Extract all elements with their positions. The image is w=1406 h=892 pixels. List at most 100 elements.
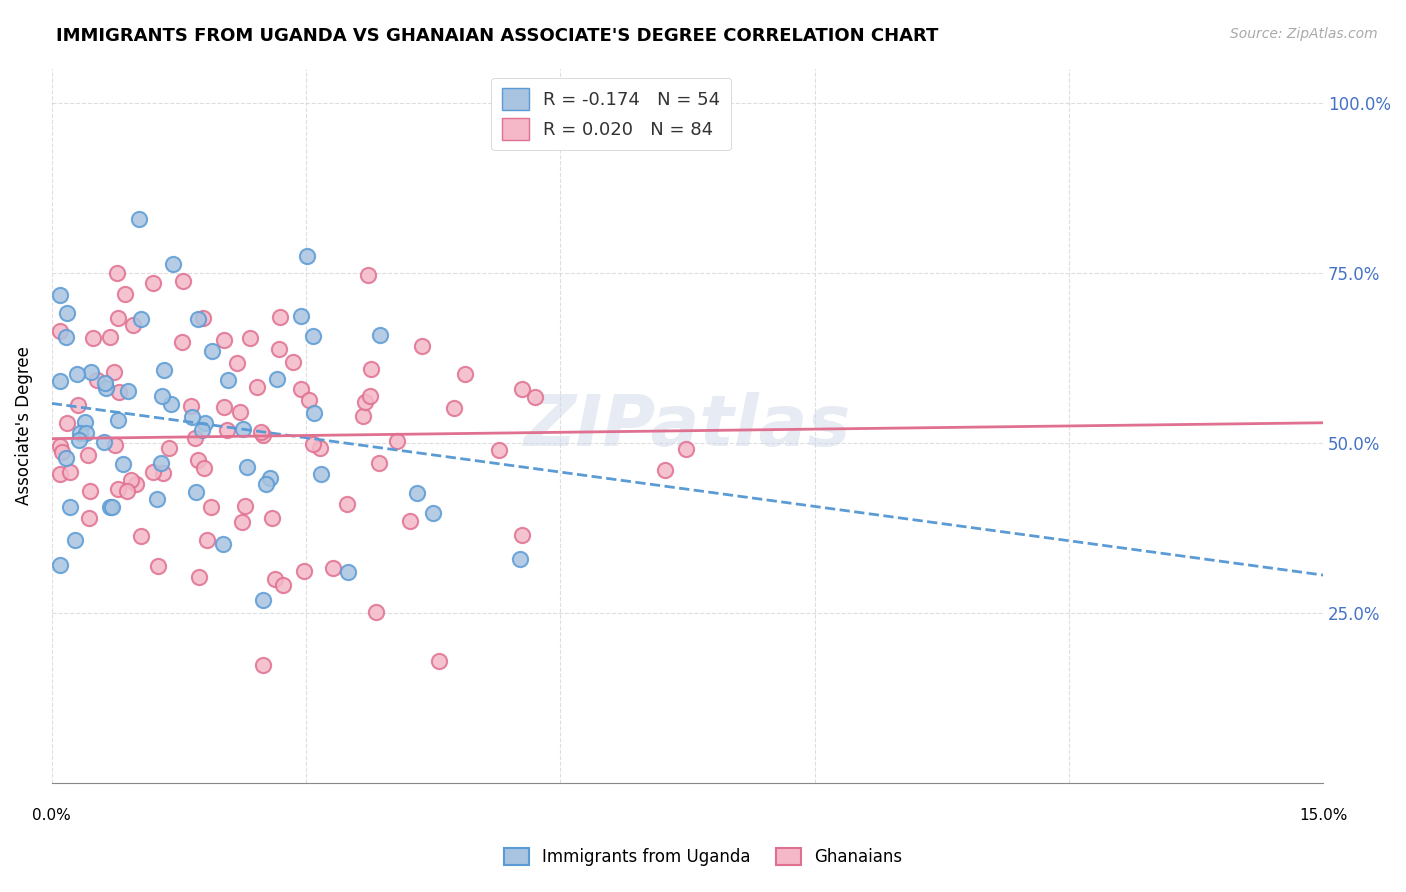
Point	[405, 486, 427, 500]
Point	[191, 423, 214, 437]
Point	[337, 565, 360, 579]
Point	[82, 331, 104, 345]
Point	[125, 477, 148, 491]
Point	[488, 442, 510, 457]
Point	[246, 379, 269, 393]
Point	[107, 413, 129, 427]
Point	[301, 328, 323, 343]
Text: IMMIGRANTS FROM UGANDA VS GHANAIAN ASSOCIATE'S DEGREE CORRELATION CHART: IMMIGRANTS FROM UGANDA VS GHANAIAN ASSOC…	[56, 27, 939, 45]
Point	[55, 329, 77, 343]
Point	[101, 500, 124, 514]
Point	[98, 329, 121, 343]
Point	[422, 506, 444, 520]
Text: 15.0%: 15.0%	[1299, 808, 1347, 823]
Point	[69, 425, 91, 440]
Point	[75, 415, 97, 429]
Point	[76, 448, 98, 462]
Point	[187, 452, 209, 467]
Point	[259, 471, 281, 485]
Point	[146, 491, 169, 506]
Point	[429, 654, 451, 668]
Point	[55, 306, 77, 320]
Point	[49, 438, 72, 452]
Point	[105, 266, 128, 280]
Point	[79, 483, 101, 498]
Point	[104, 438, 127, 452]
Point	[94, 376, 117, 390]
Point	[107, 483, 129, 497]
Point	[263, 572, 285, 586]
Point	[49, 558, 72, 572]
Point	[214, 400, 236, 414]
Point	[252, 428, 274, 442]
Point	[79, 365, 101, 379]
Point	[360, 389, 382, 403]
Point	[194, 417, 217, 431]
Point	[357, 268, 380, 283]
Point	[108, 384, 131, 399]
Point	[49, 467, 72, 481]
Point	[162, 258, 184, 272]
Point	[322, 561, 344, 575]
Legend: Immigrants from Uganda, Ghanaians: Immigrants from Uganda, Ghanaians	[495, 840, 911, 875]
Point	[142, 465, 165, 479]
Point	[122, 318, 145, 332]
Point	[55, 451, 77, 466]
Point	[193, 461, 215, 475]
Point	[267, 342, 290, 356]
Text: 0.0%: 0.0%	[32, 808, 72, 823]
Point	[290, 382, 312, 396]
Text: Source: ZipAtlas.com: Source: ZipAtlas.com	[1230, 27, 1378, 41]
Point	[63, 533, 86, 547]
Point	[75, 426, 97, 441]
Point	[228, 405, 250, 419]
Point	[181, 409, 204, 424]
Point	[67, 398, 90, 412]
Point	[675, 442, 697, 456]
Point	[654, 463, 676, 477]
Point	[86, 373, 108, 387]
Point	[236, 459, 259, 474]
Point	[512, 528, 534, 542]
Point	[254, 477, 277, 491]
Point	[368, 328, 391, 343]
Point	[93, 434, 115, 449]
Point	[59, 465, 82, 479]
Point	[454, 367, 477, 381]
Point	[128, 211, 150, 226]
Text: ZIPatlas: ZIPatlas	[524, 392, 851, 460]
Point	[239, 331, 262, 345]
Point	[443, 401, 465, 415]
Point	[66, 367, 89, 381]
Point	[523, 390, 546, 404]
Point	[160, 397, 183, 411]
Point	[411, 339, 433, 353]
Point	[180, 399, 202, 413]
Point	[184, 431, 207, 445]
Point	[269, 310, 291, 324]
Point	[153, 363, 176, 377]
Point	[211, 537, 233, 551]
Point	[186, 484, 208, 499]
Point	[152, 466, 174, 480]
Y-axis label: Associate's Degree: Associate's Degree	[15, 347, 32, 506]
Point	[232, 422, 254, 436]
Point	[200, 500, 222, 514]
Point	[49, 288, 72, 302]
Point	[131, 529, 153, 543]
Point	[150, 389, 173, 403]
Point	[271, 578, 294, 592]
Point	[509, 551, 531, 566]
Point	[297, 250, 319, 264]
Point	[360, 361, 382, 376]
Point	[187, 311, 209, 326]
Point	[266, 372, 288, 386]
Point	[225, 356, 247, 370]
Point	[129, 312, 152, 326]
Point	[249, 425, 271, 439]
Point	[188, 570, 211, 584]
Point	[217, 373, 239, 387]
Point	[100, 500, 122, 514]
Point	[96, 381, 118, 395]
Point	[49, 324, 72, 338]
